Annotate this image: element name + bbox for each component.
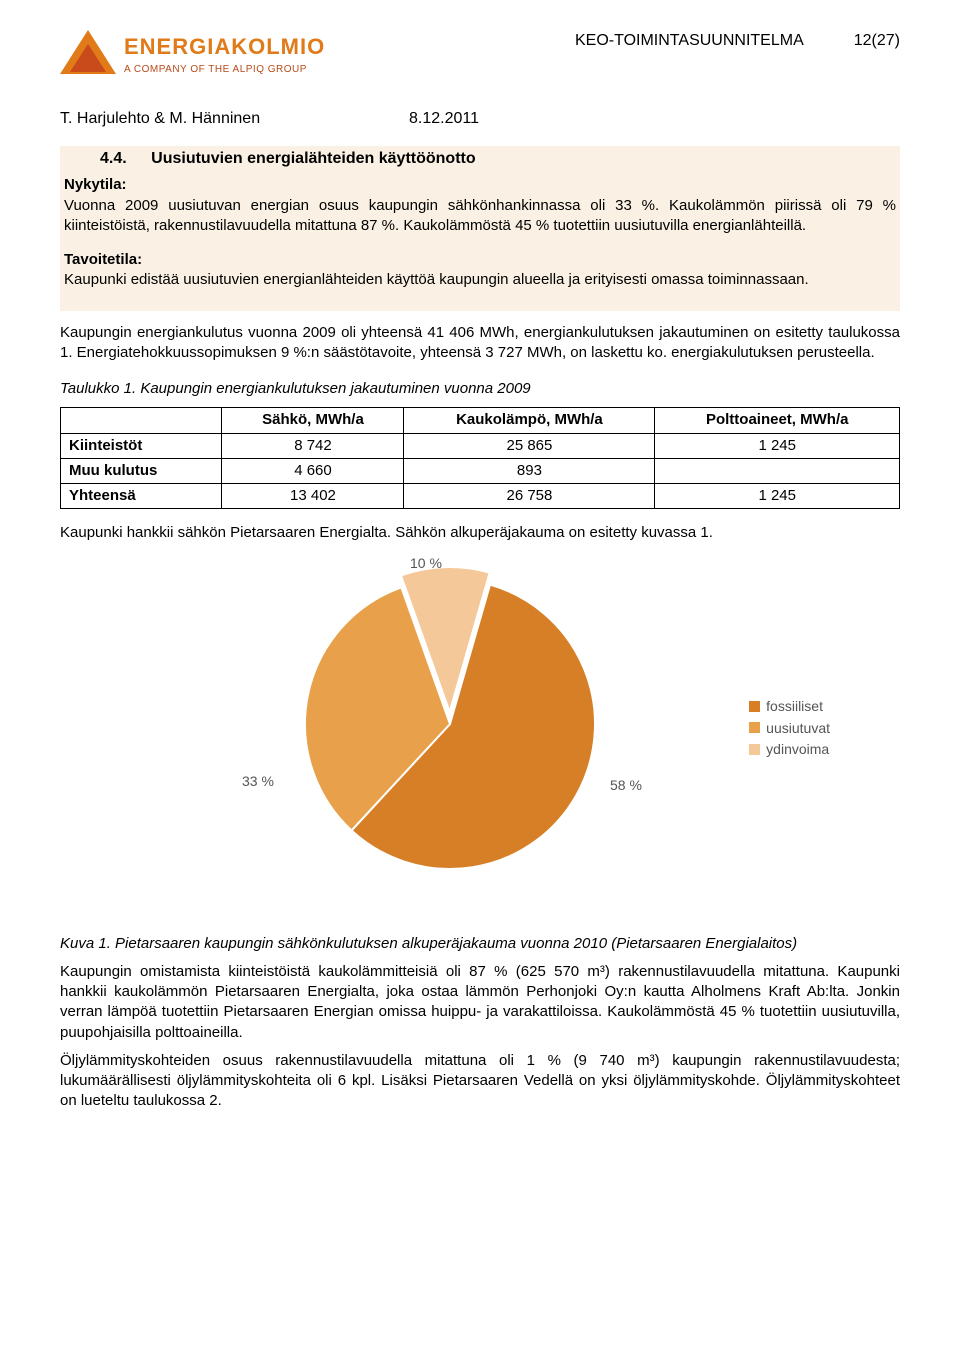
legend-label: ydinvoima: [766, 740, 829, 759]
table-caption: Taulukko 1. Kaupungin energiankulutuksen…: [60, 379, 900, 399]
paragraph-2: Kaupunki hankkii sähkön Pietarsaaren Ene…: [60, 523, 900, 543]
nykytila-text: Vuonna 2009 uusiutuvan energian osuus ka…: [64, 196, 896, 237]
pie-label-10: 10 %: [410, 554, 442, 573]
table-header: Kaukolämpö, MWh/a: [404, 408, 655, 433]
table-cell: [655, 458, 900, 483]
paragraph-3: Kaupungin omistamista kiinteistöistä kau…: [60, 962, 900, 1043]
paragraph-4: Öljylämmityskohteiden osuus rakennustila…: [60, 1051, 900, 1112]
table-cell: 25 865: [404, 433, 655, 458]
table-row: Yhteensä13 40226 7581 245: [61, 484, 900, 509]
table-cell: 13 402: [222, 484, 404, 509]
pie-svg: [130, 554, 830, 894]
logo-main-text: ENERGIAKOLMIO: [124, 32, 325, 62]
table-row: Kiinteistöt8 74225 8651 245: [61, 433, 900, 458]
table-header: Sähkö, MWh/a: [222, 408, 404, 433]
energy-table: Sähkö, MWh/aKaukolämpö, MWh/aPolttoainee…: [60, 407, 900, 509]
table-cell: Kiinteistöt: [61, 433, 222, 458]
legend-item: uusiutuvat: [749, 719, 830, 738]
legend-label: uusiutuvat: [766, 719, 830, 738]
table-cell: 8 742: [222, 433, 404, 458]
logo-sub-text: A COMPANY OF THE ALPIQ GROUP: [124, 63, 325, 77]
legend-swatch-icon: [749, 722, 760, 733]
doc-date: 8.12.2011: [409, 110, 479, 127]
table-cell: 4 660: [222, 458, 404, 483]
logo-triangle-icon: [60, 30, 116, 74]
legend-swatch-icon: [749, 744, 760, 755]
table-cell: Muu kulutus: [61, 458, 222, 483]
table-cell: 1 245: [655, 433, 900, 458]
nykytila-label: Nykytila:: [64, 176, 127, 193]
authors: T. Harjulehto & M. Hänninen: [60, 110, 260, 127]
legend-label: fossiiliset: [766, 697, 823, 716]
table-row: Muu kulutus4 660893: [61, 458, 900, 483]
status-box: 4.4. Uusiutuvien energialähteiden käyttö…: [60, 146, 900, 311]
table-cell: 1 245: [655, 484, 900, 509]
figure-caption: Kuva 1. Pietarsaaren kaupungin sähkönkul…: [60, 934, 900, 954]
page-number: 12(27): [854, 30, 900, 52]
tavoitetila-text: Kaupunki edistää uusiutuvien energianläh…: [64, 270, 896, 290]
pie-label-58: 58 %: [610, 776, 642, 795]
table-header: [61, 408, 222, 433]
table-cell: 26 758: [404, 484, 655, 509]
legend-item: fossiiliset: [749, 697, 830, 716]
tavoitetila-label: Tavoitetila:: [64, 251, 142, 268]
pie-chart: 10 % 33 % 58 % fossiiliset uusiutuvat ydin…: [130, 554, 830, 894]
page-header: ENERGIAKOLMIO A COMPANY OF THE ALPIQ GRO…: [60, 30, 900, 76]
section-number: 4.4.: [100, 148, 127, 170]
legend-swatch-icon: [749, 701, 760, 712]
doc-title: KEO-TOIMINTASUUNNITELMA: [575, 30, 804, 52]
chart-legend: fossiiliset uusiutuvat ydinvoima: [749, 694, 830, 763]
legend-item: ydinvoima: [749, 740, 830, 759]
section-title: Uusiutuvien energialähteiden käyttöönott…: [151, 150, 475, 167]
table-cell: Yhteensä: [61, 484, 222, 509]
paragraph-1: Kaupungin energiankulutus vuonna 2009 ol…: [60, 323, 900, 364]
table-cell: 893: [404, 458, 655, 483]
logo: ENERGIAKOLMIO A COMPANY OF THE ALPIQ GRO…: [60, 30, 325, 76]
table-header: Polttoaineet, MWh/a: [655, 408, 900, 433]
pie-label-33: 33 %: [242, 772, 274, 791]
